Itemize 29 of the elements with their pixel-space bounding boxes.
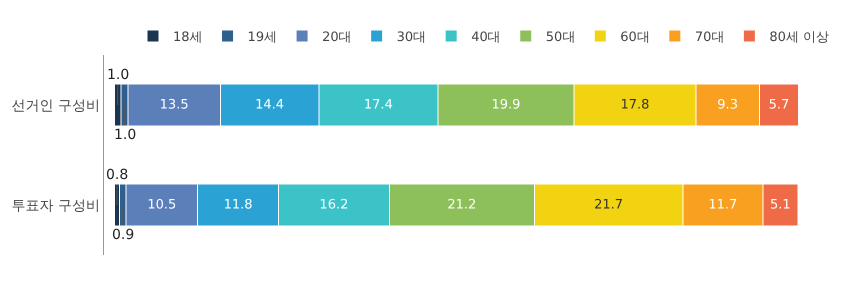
- data-label: 13.5: [160, 98, 189, 112]
- data-label: 14.4: [255, 98, 284, 112]
- y-tick-label: 선거인 구성비: [12, 98, 100, 114]
- legend-label: 60대: [620, 30, 650, 46]
- data-label: 10.5: [147, 198, 176, 212]
- data-label: 17.4: [364, 98, 393, 112]
- legend-label: 80세 이상: [769, 30, 830, 46]
- legend-label: 50대: [546, 30, 576, 46]
- legend-label: 19세: [248, 30, 278, 46]
- data-label: 1.0: [107, 67, 130, 83]
- data-label: 17.8: [620, 98, 650, 112]
- legend-label: 40대: [471, 30, 501, 46]
- legend-label: 18세: [173, 30, 203, 46]
- data-label: 1.0: [114, 127, 136, 143]
- data-label: 21.2: [447, 198, 476, 212]
- data-label: 9.3: [717, 98, 738, 112]
- legend-label: 70대: [694, 30, 724, 46]
- data-label: 21.7: [594, 198, 624, 212]
- legend-label: 30대: [396, 30, 426, 46]
- data-label: 19.9: [491, 98, 520, 112]
- data-label: 11.7: [708, 198, 738, 212]
- data-label: 11.8: [224, 198, 253, 212]
- data-label: 0.8: [106, 167, 128, 183]
- data-label: 0.9: [112, 227, 134, 243]
- data-label: 5.1: [770, 198, 791, 212]
- y-tick-label: 투표자 구성비: [12, 198, 100, 214]
- data-label: 16.2: [319, 198, 348, 212]
- data-label: 5.7: [768, 98, 790, 112]
- legend-label: 20대: [322, 30, 352, 46]
